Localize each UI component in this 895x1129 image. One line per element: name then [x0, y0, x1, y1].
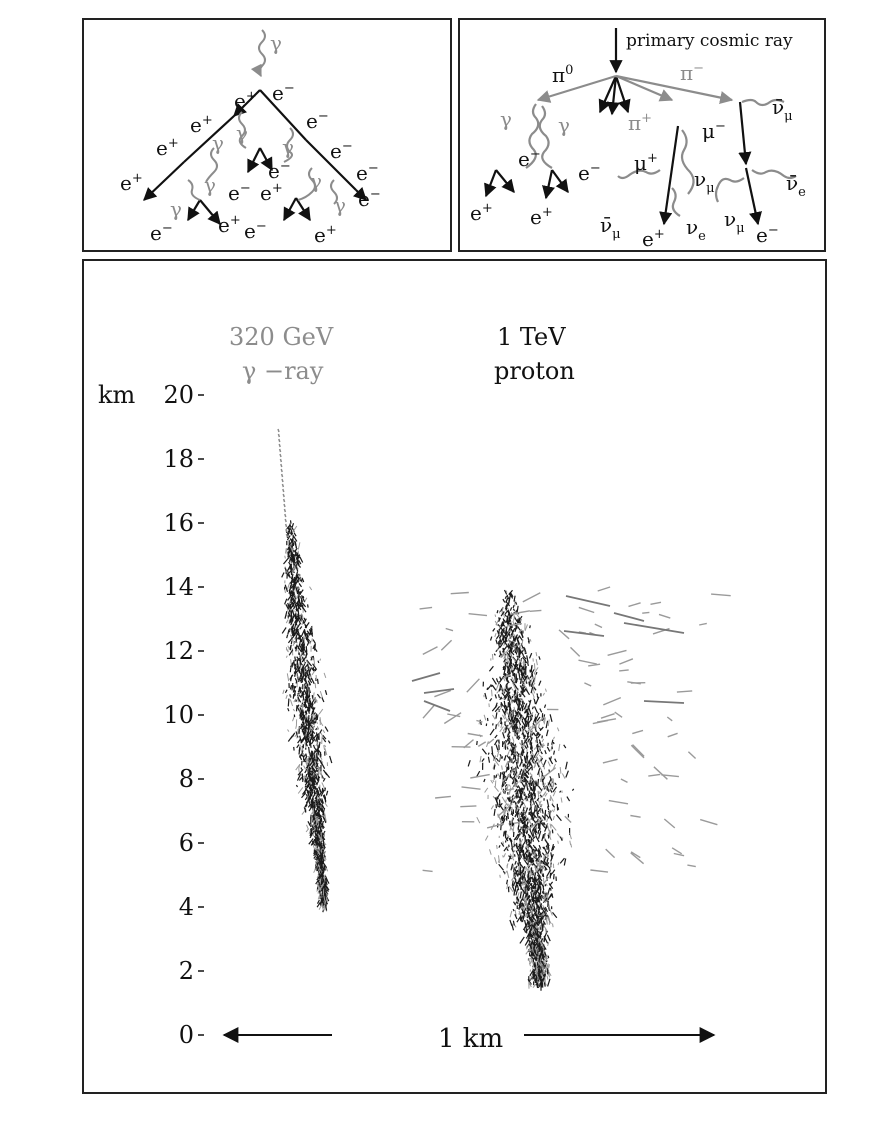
p9: e+	[120, 171, 143, 195]
proton-label-line2: proton	[494, 357, 575, 385]
proton-shower-cloud	[411, 586, 731, 991]
scale-bar-label: 1 km	[438, 1024, 503, 1054]
em-cascade-panel: γ e+ e− e+ γ e− e+ γ e− e+ γ e− e+ γ e− …	[82, 18, 452, 252]
h5: γ	[500, 107, 512, 131]
y-tick-label: 12	[163, 637, 194, 665]
y-tick-label: 4	[179, 893, 194, 921]
h8: e−	[518, 147, 541, 171]
gamma-primary-label: γ	[270, 31, 282, 55]
y-tick-label: 6	[179, 829, 194, 857]
p10: γ	[282, 135, 294, 159]
y-tick-label: 0	[179, 1021, 194, 1049]
y-tick-label: 18	[163, 445, 194, 473]
h11: νμ	[694, 167, 715, 196]
y-tick-label: 14	[163, 573, 194, 601]
p15: γ	[310, 169, 322, 193]
y-tick-label: 2	[179, 957, 194, 985]
y-tick-label: 20	[163, 381, 194, 409]
p20: e−	[244, 219, 267, 243]
em-particle-labels: γ e+ e− e+ γ e− e+ γ e− e+ γ e− e+ γ e− …	[120, 31, 381, 247]
h15: ν̄μ	[600, 213, 621, 242]
p3: e+	[190, 113, 213, 137]
p6: e+	[156, 136, 179, 160]
primary-cosmic-ray-label: primary cosmic ray	[626, 31, 793, 51]
p12: e+	[260, 181, 283, 205]
p8: e−	[330, 139, 353, 163]
y-tick-label: 16	[163, 509, 194, 537]
h18: νμ	[724, 207, 745, 236]
air-shower-plot: 320 GeV γ −ray 1 TeV proton km 0 2 4 6 8 10 12…	[98, 323, 731, 1054]
air-shower-panel: 320 GeV γ −ray 1 TeV proton km 0 2 4 6 8 10 12…	[82, 259, 827, 1094]
em-photon-waves	[187, 111, 338, 205]
em-cascade-diagram: γ e+ e− e+ γ e− e+ γ e− e+ γ e− e+ γ e− …	[120, 29, 381, 247]
p18: e−	[150, 221, 173, 245]
h1: π0	[552, 63, 573, 87]
altitude-axis: 0 2 4 6 8 10 12 14 16 18 20	[163, 381, 204, 1049]
hadron-gray-tracks	[525, 74, 797, 217]
hadron-tracks	[484, 28, 762, 226]
h13: e+	[470, 201, 493, 225]
p16: e−	[358, 187, 381, 211]
h16: e+	[642, 227, 665, 251]
p1: e+	[234, 89, 257, 113]
y-tick-label: 8	[179, 765, 194, 793]
h12: ν̄e	[786, 171, 806, 200]
proton-label-line1: 1 TeV	[497, 323, 566, 351]
p23: γ	[334, 193, 346, 217]
h9: e−	[578, 161, 601, 185]
axis-unit-label: km	[98, 381, 136, 409]
incoming-photon-line	[250, 29, 266, 78]
h7: μ−	[702, 119, 726, 143]
gamma-ray-label-line1: 320 GeV	[229, 323, 334, 351]
gamma-shower-cloud	[277, 428, 333, 913]
em-tracks	[143, 89, 367, 226]
h10: μ+	[634, 151, 658, 175]
hadronic-cascade-panel: primary cosmic ray π0 π− π+ ν̄μ γ γ μ− e…	[458, 18, 826, 252]
p21: e+	[314, 223, 337, 247]
y-tick-label: 10	[163, 701, 194, 729]
p11: e−	[356, 161, 379, 185]
hadron-particle-labels: primary cosmic ray π0 π− π+ ν̄μ γ γ μ− e…	[470, 31, 806, 251]
p22: e−	[268, 159, 291, 183]
h3: π+	[628, 111, 652, 135]
hadronic-cascade-diagram: primary cosmic ray π0 π− π+ ν̄μ γ γ μ− e…	[470, 28, 806, 251]
p5: e−	[306, 109, 329, 133]
h19: e−	[756, 223, 779, 247]
h17: νe	[686, 215, 706, 244]
h6: γ	[558, 113, 570, 137]
p19: e+	[218, 213, 241, 237]
p7: γ	[212, 131, 224, 155]
p17: γ	[170, 197, 182, 221]
p14: e−	[228, 181, 251, 205]
h14: e+	[530, 205, 553, 229]
h2: π−	[680, 61, 704, 85]
gamma-ray-label-line2: γ −ray	[242, 357, 324, 385]
p2: e−	[272, 81, 295, 105]
p4: γ	[236, 121, 248, 145]
p13: γ	[204, 173, 216, 197]
h4: ν̄μ	[772, 95, 793, 124]
